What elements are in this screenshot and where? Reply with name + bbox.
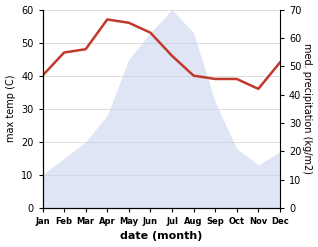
Y-axis label: max temp (C): max temp (C) [5,75,16,143]
Y-axis label: med. precipitation (kg/m2): med. precipitation (kg/m2) [302,43,313,174]
X-axis label: date (month): date (month) [120,231,203,242]
